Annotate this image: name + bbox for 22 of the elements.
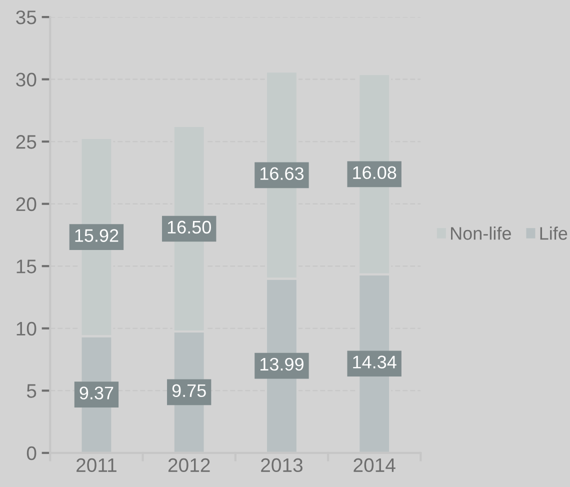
y-tick-label: 20 bbox=[16, 197, 36, 212]
legend-label: Non-life bbox=[451, 226, 511, 240]
y-tick-label: 15 bbox=[16, 260, 36, 274]
y-tick-label: 35 bbox=[16, 10, 36, 24]
y-tick-label: 0 bbox=[26, 446, 36, 460]
x-tick-label: 2011 bbox=[76, 458, 116, 472]
y-tick-label: 5 bbox=[26, 384, 36, 398]
data-label: 9.37 bbox=[80, 386, 114, 400]
data-label: 16.63 bbox=[260, 167, 304, 180]
x-tick-label: 2012 bbox=[168, 458, 210, 472]
data-label: 14.34 bbox=[353, 356, 396, 368]
legend-label: Life bbox=[540, 226, 568, 240]
y-tick-label: 25 bbox=[16, 135, 36, 149]
data-label: 13.99 bbox=[260, 358, 304, 371]
y-tick-label: 30 bbox=[16, 72, 36, 87]
data-label: 15.92 bbox=[75, 229, 118, 242]
data-label: 16.50 bbox=[168, 220, 211, 234]
x-tick-label: 2014 bbox=[354, 458, 396, 472]
x-tick-label: 2013 bbox=[261, 458, 302, 472]
data-label: 16.08 bbox=[353, 166, 396, 180]
y-tick-label: 10 bbox=[16, 322, 36, 336]
data-label: 9.75 bbox=[172, 384, 206, 398]
